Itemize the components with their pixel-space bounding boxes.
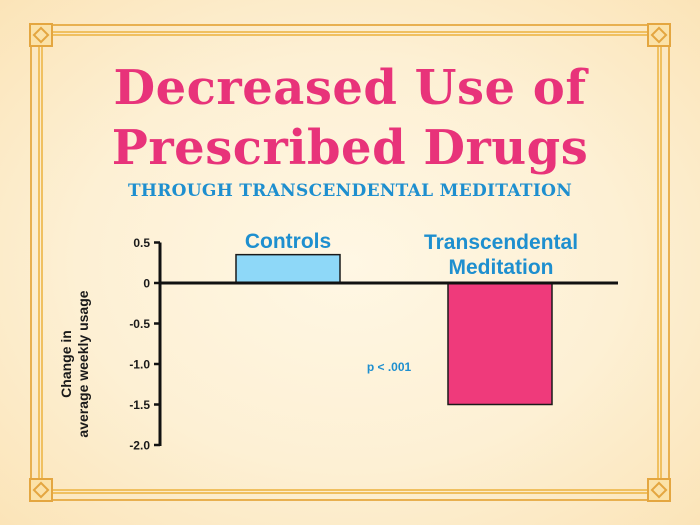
y-tick-label: -1.0 <box>129 358 150 372</box>
y-tick-label: -2.0 <box>129 439 150 453</box>
y-tick-label: 0 <box>143 277 150 291</box>
chart-title-line2: Prescribed Drugs <box>111 120 589 176</box>
decorative-border-inner <box>38 31 662 494</box>
bar <box>447 282 553 406</box>
chart-subtitle: THROUGH TRANSCENDENTAL MEDITATION <box>127 181 573 201</box>
y-tick-label: -0.5 <box>129 317 150 331</box>
decorative-border-outer <box>30 24 670 501</box>
significance-annotation: p < .001 <box>367 360 412 374</box>
corner-ornament-icon <box>647 478 671 502</box>
category-label: Transcendental <box>424 231 578 254</box>
bar <box>235 253 341 284</box>
corner-ornament-icon <box>29 23 53 47</box>
corner-ornament-icon <box>647 23 671 47</box>
y-tick-label: -1.5 <box>129 398 150 412</box>
chart-title-line1: Decreased Use of <box>113 60 587 116</box>
category-label: Controls <box>245 230 331 253</box>
corner-ornament-icon <box>29 478 53 502</box>
y-tick-label: 0.5 <box>133 236 150 250</box>
category-label: Meditation <box>449 256 554 279</box>
